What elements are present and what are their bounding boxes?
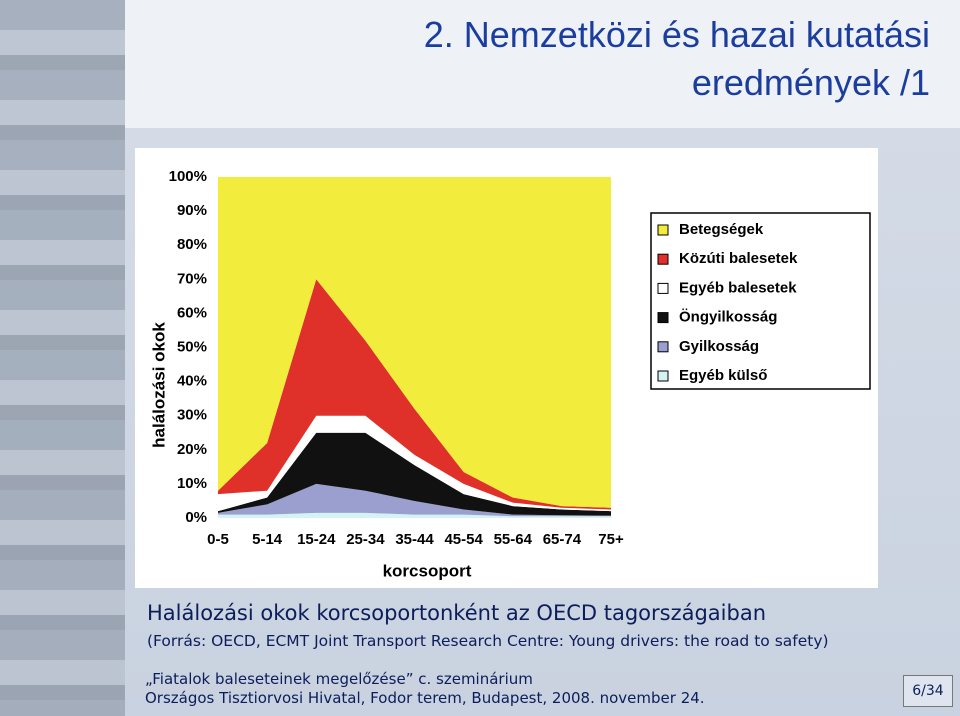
x-tick-label: 35-44	[395, 531, 434, 548]
x-tick-label: 25-34	[346, 531, 385, 548]
legend-label: Egyéb balesetek	[679, 279, 797, 296]
legend-swatch	[657, 312, 669, 324]
x-axis-label: korcsoport	[383, 561, 472, 580]
legend-swatch	[657, 370, 669, 382]
footer: „Fiatalok baleseteinek megelőzése” c. sz…	[145, 670, 533, 688]
y-tick-label: 0%	[185, 509, 207, 526]
page-number: 6/34	[903, 675, 953, 707]
y-tick-label: 60%	[177, 304, 207, 321]
y-tick-label: 70%	[177, 270, 207, 287]
y-tick-label: 100%	[169, 168, 207, 185]
y-tick-label: 90%	[177, 202, 207, 219]
x-tick-label: 65-74	[543, 531, 582, 548]
legend-swatch	[657, 224, 669, 236]
legend-swatch	[657, 253, 669, 265]
area	[218, 279, 611, 510]
footer: Országos Tisztiorvosi Hivatal, Fodor ter…	[145, 689, 705, 707]
legend-swatch	[657, 282, 669, 294]
x-tick-label: 0-5	[207, 531, 229, 548]
photo-strip	[0, 0, 125, 716]
area	[218, 512, 611, 518]
x-tick-label: 55-64	[494, 531, 533, 548]
x-tick-label: 45-54	[444, 531, 483, 548]
area	[218, 432, 611, 516]
y-tick-label: 40%	[177, 373, 207, 390]
area	[218, 483, 611, 517]
title-bar: 2. Nemzetközi és hazai kutatási eredmény…	[125, 0, 960, 128]
chart: halálozási okok korcsoport 0% 10% 20% 30% 40…	[135, 148, 878, 588]
y-tick-label: 20%	[177, 441, 207, 458]
x-tick-label: 75+	[598, 531, 624, 548]
area	[218, 415, 611, 512]
y-tick-label: 30%	[177, 407, 207, 424]
legend-label: Betegségek	[679, 221, 764, 238]
legend-swatch	[657, 341, 669, 353]
caption: Halálozási okok korcsoportonként az OECD…	[147, 601, 767, 625]
y-tick-label: 80%	[177, 236, 207, 253]
x-tick-label: 5-14	[252, 531, 283, 548]
x-tick-label: 15-24	[297, 531, 336, 548]
legend-label: Egyéb külső	[679, 367, 767, 384]
y-axis-label: halálozási okok	[149, 322, 168, 448]
area	[218, 177, 611, 508]
legend-label: Közúti balesetek	[679, 250, 798, 267]
y-tick-label: 10%	[177, 475, 207, 492]
title: eredmények /1	[691, 62, 930, 103]
legend-box	[650, 212, 871, 390]
source: (Forrás: OECD, ECMT Joint Transport Rese…	[147, 632, 829, 650]
legend-label: Gyilkosság	[679, 338, 759, 355]
y-tick-label: 50%	[177, 338, 207, 355]
title: 2. Nemzetközi és hazai kutatási	[423, 14, 930, 55]
legend-label: Öngyilkosság	[679, 309, 777, 326]
